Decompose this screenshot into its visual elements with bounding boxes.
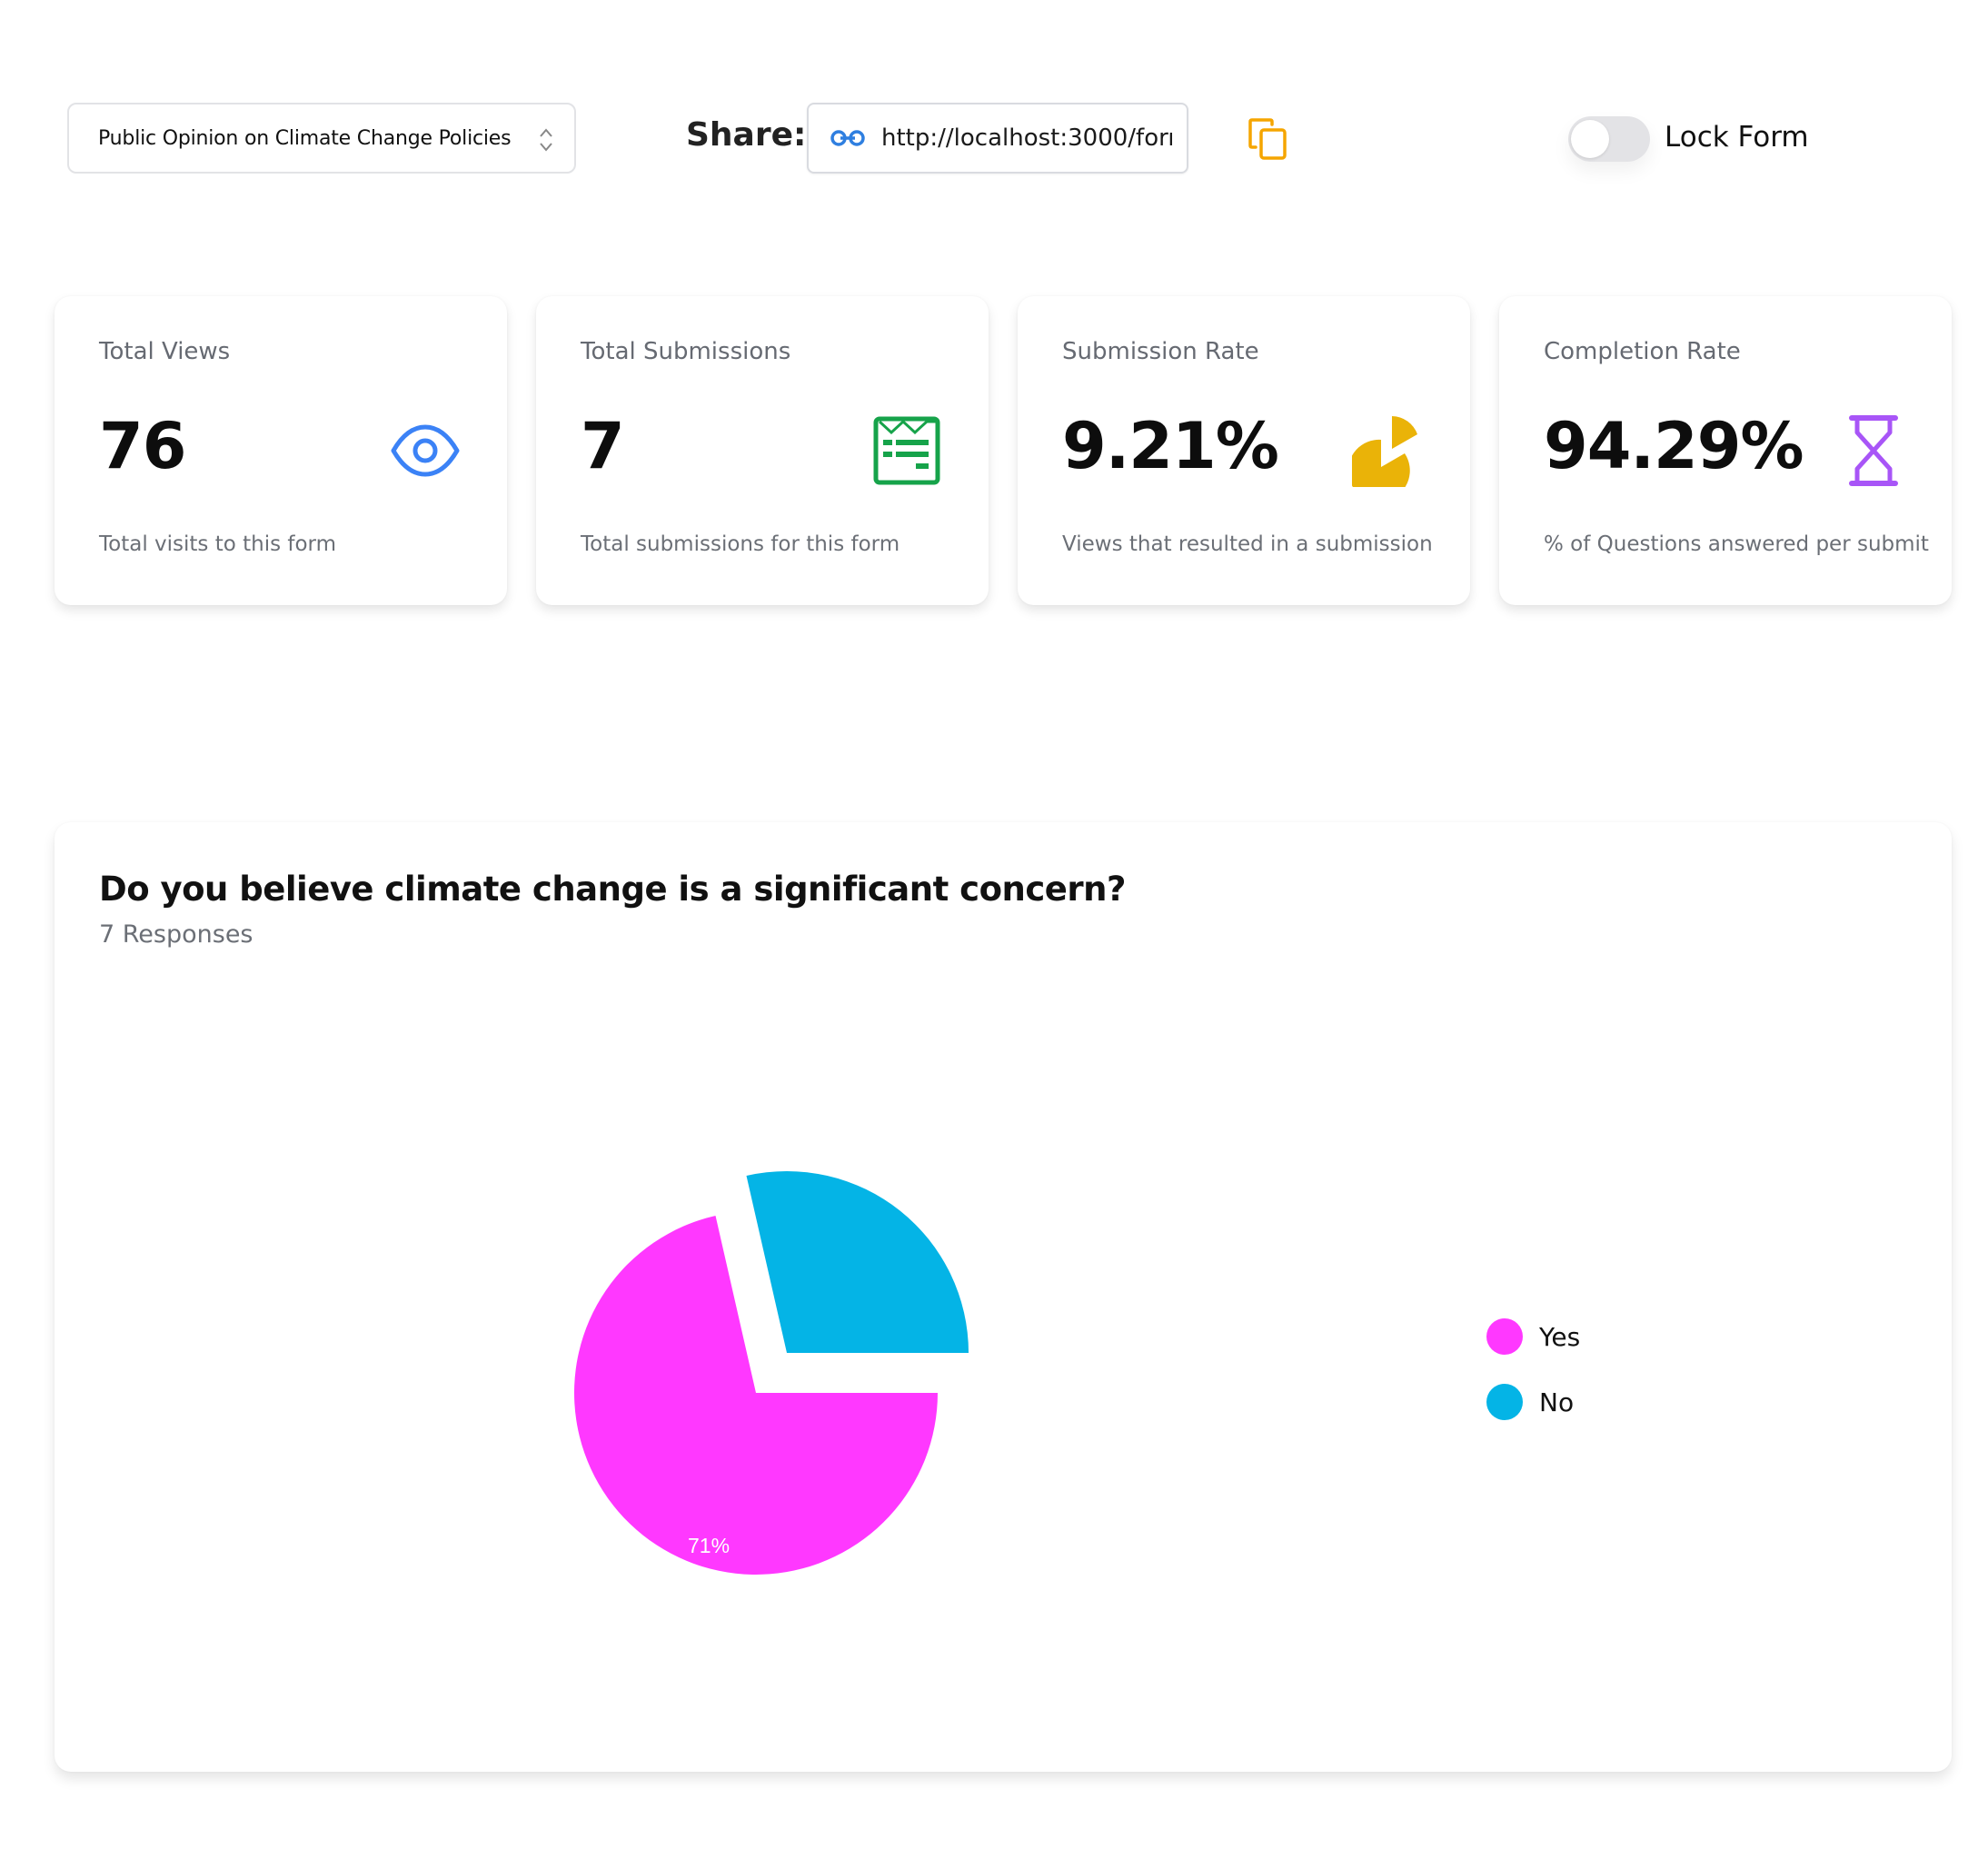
chevron-up-down-icon — [540, 128, 552, 152]
chart-legend: Yes No — [1486, 1304, 1580, 1435]
question-chart-card: Do you believe climate change is a signi… — [55, 822, 1952, 1772]
legend-label: No — [1539, 1387, 1575, 1417]
pie-slice-yes[interactable] — [574, 1216, 938, 1575]
lock-form-label: Lock Form — [1665, 121, 1809, 154]
hourglass-icon — [1849, 415, 1898, 486]
stat-description: Total visits to this form — [99, 532, 337, 556]
pie-label-no: 29% — [830, 1352, 872, 1376]
stat-title: Completion Rate — [1544, 338, 1741, 365]
legend-item-no[interactable]: No — [1486, 1369, 1580, 1435]
stat-value: 94.29% — [1544, 409, 1804, 483]
stat-description: Views that resulted in a submission — [1062, 532, 1433, 556]
legend-label: Yes — [1539, 1321, 1581, 1352]
stat-value: 76 — [99, 409, 186, 483]
stat-title: Total Views — [99, 338, 231, 365]
copy-icon[interactable] — [1247, 116, 1292, 162]
stat-title: Total Submissions — [581, 338, 791, 365]
eye-icon — [391, 424, 460, 477]
form-select-value: Public Opinion on Climate Change Policie… — [98, 126, 512, 150]
link-icon — [830, 130, 865, 146]
share-url-text: http://localhost:3000/forr — [881, 124, 1172, 152]
stat-description: % of Questions answered per submit — [1544, 532, 1929, 556]
legend-item-yes[interactable]: Yes — [1486, 1304, 1580, 1369]
share-label: Share: — [686, 116, 807, 154]
pie-label-yes: 71% — [688, 1534, 730, 1557]
response-count: 7 Responses — [99, 920, 253, 949]
stat-card-completion-rate: Completion Rate 94.29% % of Questions an… — [1499, 296, 1952, 605]
stat-card-submission-rate: Submission Rate 9.21% Views that resulte… — [1018, 296, 1470, 605]
question-title: Do you believe climate change is a signi… — [99, 870, 1126, 909]
legend-dot-no — [1486, 1384, 1523, 1420]
stat-card-total-submissions: Total Submissions 7 Total submissions fo… — [536, 296, 989, 605]
lock-form-toggle[interactable] — [1568, 116, 1650, 162]
toggle-knob — [1571, 120, 1609, 158]
legend-dot-yes — [1486, 1318, 1523, 1355]
pie-chart-icon — [1352, 416, 1417, 487]
pie-chart: 71% 29% — [574, 1170, 969, 1575]
stat-title: Submission Rate — [1062, 338, 1259, 365]
stat-value: 9.21% — [1062, 409, 1279, 483]
stat-value: 7 — [581, 409, 625, 483]
form-icon — [873, 416, 940, 485]
pie-slice-no[interactable] — [746, 1170, 969, 1353]
share-url-input[interactable]: http://localhost:3000/forr — [807, 103, 1188, 174]
form-select-dropdown[interactable]: Public Opinion on Climate Change Policie… — [67, 103, 576, 174]
stat-description: Total submissions for this form — [581, 532, 900, 556]
stat-card-total-views: Total Views 76 Total visits to this form — [55, 296, 507, 605]
